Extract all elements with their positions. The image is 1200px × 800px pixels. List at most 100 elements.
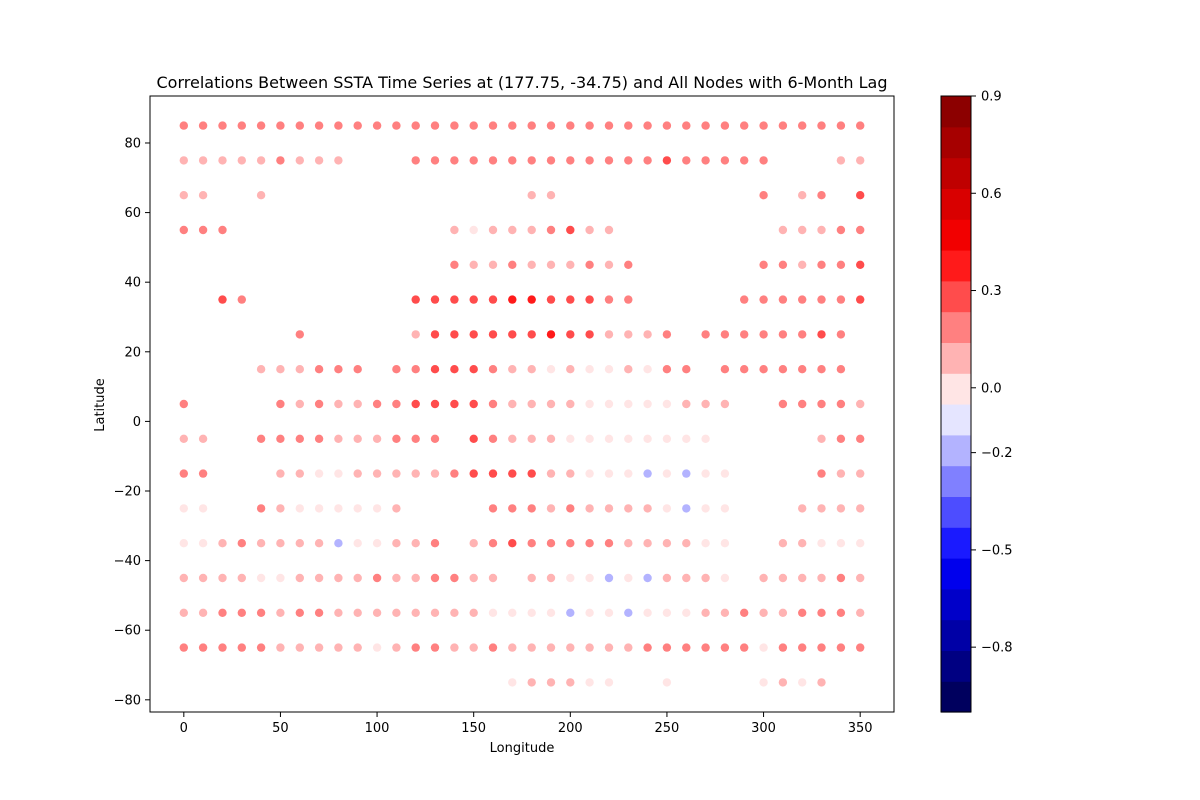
scatter-point — [430, 156, 440, 165]
scatter-point — [836, 330, 846, 339]
scatter-point — [798, 260, 807, 269]
scatter-point — [334, 643, 343, 652]
scatter-point — [527, 504, 536, 513]
y-tick-label: 80 — [124, 136, 141, 151]
scatter-point — [817, 365, 826, 374]
scatter-point — [759, 295, 768, 304]
scatter-point — [256, 434, 266, 443]
scatter-point — [604, 225, 614, 235]
scatter-point — [469, 225, 478, 235]
scatter-point — [624, 156, 633, 165]
scatter-point — [488, 434, 498, 443]
scatter-point — [662, 678, 672, 687]
scatter-point — [488, 643, 498, 652]
scatter-point — [682, 469, 691, 478]
colorbar-segment — [941, 311, 971, 343]
scatter-point — [334, 156, 343, 165]
colorbar-tick-label: −0.2 — [981, 446, 1013, 461]
x-tick-label: 100 — [365, 721, 390, 736]
scatter-point — [585, 434, 594, 443]
scatter-point — [566, 295, 575, 304]
scatter-point — [566, 434, 575, 443]
scatter-point — [546, 608, 556, 617]
scatter-point — [682, 608, 691, 617]
scatter-point — [701, 469, 710, 478]
scatter-point — [566, 121, 575, 130]
scatter-point — [411, 434, 420, 443]
scatter-point — [836, 260, 846, 269]
scatter-point — [836, 643, 846, 652]
scatter-point — [798, 573, 807, 583]
scatter-point — [817, 434, 826, 443]
scatter-point — [430, 469, 440, 478]
scatter-point — [353, 573, 362, 583]
scatter-point — [682, 434, 691, 443]
scatter-point — [682, 539, 691, 548]
scatter-point — [488, 260, 498, 269]
scatter-point — [759, 330, 768, 339]
scatter-point — [585, 330, 594, 339]
scatter-point — [740, 121, 749, 130]
scatter-point — [237, 121, 246, 130]
scatter-point — [295, 434, 304, 443]
scatter-point — [314, 643, 324, 652]
scatter-point — [198, 573, 208, 583]
scatter-point — [256, 121, 266, 130]
scatter-point — [585, 156, 594, 165]
scatter-point — [720, 399, 730, 409]
scatter-point — [218, 608, 227, 617]
scatter-point — [798, 504, 807, 513]
scatter-point — [527, 469, 536, 478]
scatter-point — [759, 121, 768, 130]
scatter-point — [546, 469, 556, 478]
scatter-point — [566, 156, 575, 165]
scatter-point — [276, 156, 285, 165]
scatter-point — [334, 573, 343, 583]
scatter-point — [856, 643, 865, 652]
scatter-point — [276, 121, 285, 130]
scatter-point — [720, 504, 730, 513]
scatter-point — [546, 191, 556, 200]
scatter-point — [759, 678, 768, 687]
scatter-point — [643, 469, 652, 478]
scatter-point — [836, 121, 846, 130]
scatter-point — [314, 399, 324, 409]
x-tick-label: 250 — [655, 721, 680, 736]
scatter-point — [624, 121, 633, 130]
scatter-point — [624, 365, 633, 374]
scatter-point — [817, 121, 826, 130]
colorbar-segment — [941, 527, 971, 559]
scatter-point — [295, 643, 304, 652]
scatter-point — [450, 121, 459, 130]
y-tick-label: −40 — [114, 554, 141, 569]
scatter-point — [720, 330, 730, 339]
scatter-point — [798, 608, 807, 617]
y-tick-label: 40 — [124, 276, 141, 291]
scatter-point — [392, 365, 401, 374]
scatter-point — [469, 399, 478, 409]
scatter-point — [778, 539, 788, 548]
scatter-point — [334, 608, 343, 617]
scatter-point — [546, 121, 556, 130]
scatter-point — [392, 573, 401, 583]
scatter-point — [256, 539, 266, 548]
scatter-point — [488, 295, 498, 304]
scatter-point — [624, 330, 633, 339]
scatter-point — [372, 399, 382, 409]
scatter-point — [798, 295, 807, 304]
scatter-point — [778, 573, 788, 583]
scatter-point — [527, 365, 536, 374]
y-tick-label: 20 — [124, 345, 141, 360]
scatter-point — [450, 643, 459, 652]
scatter-point — [198, 539, 208, 548]
scatter-point — [218, 156, 227, 165]
scatter-point — [836, 399, 846, 409]
scatter-point — [566, 365, 575, 374]
scatter-point — [334, 504, 343, 513]
colorbar-segment — [941, 588, 971, 621]
scatter-point — [527, 225, 536, 235]
scatter-point — [566, 330, 575, 339]
scatter-point — [488, 504, 498, 513]
scatter-point — [527, 573, 536, 583]
colorbar-segment — [941, 434, 971, 467]
